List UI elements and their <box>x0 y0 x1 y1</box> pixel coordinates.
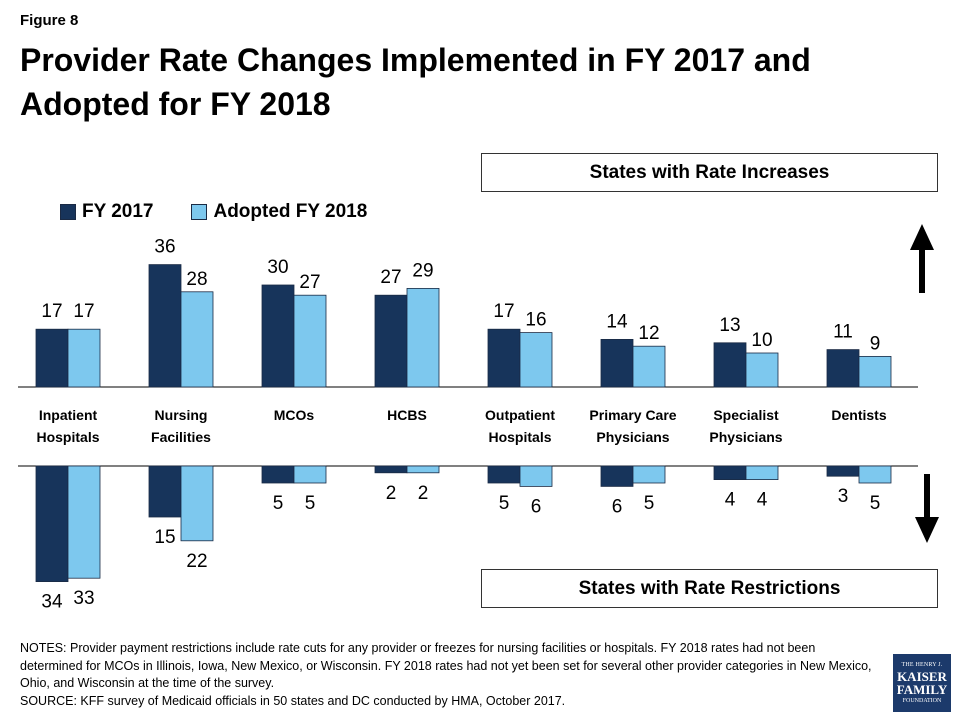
bar-increase-0-2 <box>261 284 295 388</box>
bar-restriction-0-3 <box>374 465 408 474</box>
bar-increase-0-4 <box>487 328 521 388</box>
value-label-increase-0-5: 14 <box>606 311 628 332</box>
logo-line3: FAMILY <box>896 682 948 697</box>
value-label-restriction-1-5: 5 <box>644 493 655 514</box>
restrictions-label-box: States with Rate Restrictions <box>481 569 938 608</box>
value-label-increase-1-0: 17 <box>73 301 94 322</box>
category-label-5-0: Primary Care <box>589 407 676 423</box>
value-label-restriction-1-0: 33 <box>73 588 94 609</box>
value-label-increase-0-1: 36 <box>154 237 175 258</box>
legend-item-fy2017: FY 2017 <box>60 201 153 223</box>
bar-increase-0-6 <box>713 342 747 388</box>
bar-restriction-0-7 <box>826 465 860 477</box>
value-label-increase-0-3: 27 <box>380 267 401 288</box>
value-label-restriction-1-2: 5 <box>305 493 316 514</box>
bar-restriction-1-4 <box>519 465 553 487</box>
bar-increase-1-7 <box>858 355 892 388</box>
increases-label-box: States with Rate Increases <box>481 153 938 192</box>
category-label-1-0: Nursing <box>155 407 208 423</box>
value-label-increase-1-3: 29 <box>412 260 433 281</box>
value-label-increase-0-4: 17 <box>493 301 514 322</box>
bar-increase-0-7 <box>826 349 860 388</box>
category-label-0-1: Hospitals <box>36 429 99 445</box>
bar-restriction-1-3 <box>406 465 440 474</box>
category-label-1-1: Facilities <box>151 429 211 445</box>
bar-increase-0-3 <box>374 294 408 388</box>
chart-title: Provider Rate Changes Implemented in FY … <box>20 42 811 122</box>
value-label-restriction-0-4: 5 <box>499 493 510 514</box>
value-label-restriction-0-3: 2 <box>386 483 397 504</box>
value-label-increase-1-4: 16 <box>525 310 546 331</box>
value-label-increase-1-2: 27 <box>299 272 320 293</box>
category-label-0-0: Inpatient <box>39 407 98 423</box>
logo-line4: FOUNDATION <box>902 698 942 704</box>
value-label-increase-0-7: 11 <box>833 322 853 343</box>
bar-restriction-0-4 <box>487 465 521 484</box>
value-label-restriction-0-1: 15 <box>154 527 175 548</box>
bar-restriction-1-0 <box>67 465 101 579</box>
bar-restriction-1-1 <box>180 465 214 542</box>
down-arrow-icon <box>915 517 939 543</box>
legend: FY 2017 Adopted FY 2018 <box>60 201 405 223</box>
bar-restriction-0-6 <box>713 465 747 481</box>
bar-increase-1-0 <box>67 328 101 388</box>
value-label-restriction-0-5: 6 <box>612 496 623 517</box>
bar-restriction-1-6 <box>745 465 779 481</box>
category-label-4-1: Hospitals <box>488 429 551 445</box>
notes-text: NOTES: Provider payment restrictions inc… <box>20 641 872 690</box>
figure-label: Figure 8 <box>20 12 79 29</box>
value-label-restriction-0-6: 4 <box>725 490 736 511</box>
value-label-restriction-1-3: 2 <box>418 483 429 504</box>
category-label-7-0: Dentists <box>831 407 886 423</box>
bar-increase-1-4 <box>519 332 553 388</box>
value-label-increase-1-1: 28 <box>186 269 207 290</box>
value-label-increase-0-2: 30 <box>267 257 288 278</box>
value-label-increase-0-6: 13 <box>719 315 740 336</box>
value-label-restriction-1-6: 4 <box>757 490 768 511</box>
bar-increase-0-5 <box>600 338 634 388</box>
category-label-4-0: Outpatient <box>485 407 555 423</box>
legend-item-fy2018: Adopted FY 2018 <box>191 201 367 223</box>
bar-restriction-0-1 <box>148 465 182 518</box>
bar-restriction-0-5 <box>600 465 634 487</box>
bar-increase-1-2 <box>293 294 327 388</box>
value-label-restriction-1-1: 22 <box>186 551 207 572</box>
value-label-increase-1-7: 9 <box>870 333 881 354</box>
legend-swatch-fy2017 <box>60 204 76 220</box>
value-label-restriction-0-0: 34 <box>41 592 63 613</box>
category-label-6-1: Physicians <box>709 429 782 445</box>
bar-increase-1-5 <box>632 345 666 388</box>
bar-increase-1-3 <box>406 287 440 388</box>
bar-increase-1-6 <box>745 352 779 388</box>
up-arrow-icon <box>910 224 934 250</box>
bar-restriction-0-0 <box>35 465 69 582</box>
logo-line2: KAISER <box>897 669 947 684</box>
category-label-3-0: HCBS <box>387 407 427 423</box>
logo-line1: THE HENRY J. <box>901 662 943 668</box>
kff-logo: THE HENRY J. KAISER FAMILY FOUNDATION <box>893 654 951 712</box>
bar-restriction-1-7 <box>858 465 892 484</box>
value-label-restriction-1-4: 6 <box>531 496 542 517</box>
legend-label-fy2017: FY 2017 <box>82 201 154 222</box>
bar-increase-0-0 <box>35 328 69 388</box>
legend-swatch-fy2018 <box>191 204 208 220</box>
value-label-restriction-0-7: 3 <box>838 486 849 507</box>
category-label-2-0: MCOs <box>274 407 315 423</box>
legend-label-fy2018: Adopted FY 2018 <box>213 201 368 222</box>
bar-restriction-1-5 <box>632 465 666 484</box>
bar-increase-0-1 <box>148 264 182 388</box>
category-label-6-0: Specialist <box>713 407 779 423</box>
value-label-increase-1-5: 12 <box>638 323 659 344</box>
value-label-increase-1-6: 10 <box>751 330 772 351</box>
value-label-increase-0-0: 17 <box>41 301 62 322</box>
bar-restriction-0-2 <box>261 465 295 484</box>
value-label-restriction-1-7: 5 <box>870 493 881 514</box>
notes: NOTES: Provider payment restrictions inc… <box>20 640 880 710</box>
source-text: SOURCE: KFF survey of Medicaid officials… <box>20 693 566 708</box>
bar-restriction-1-2 <box>293 465 327 484</box>
category-label-5-1: Physicians <box>596 429 669 445</box>
value-label-restriction-0-2: 5 <box>273 493 284 514</box>
bar-increase-1-1 <box>180 291 214 388</box>
